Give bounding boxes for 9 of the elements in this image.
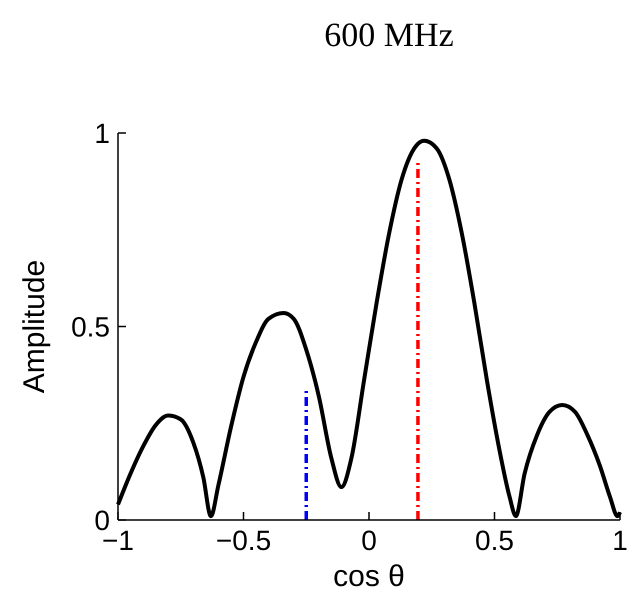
x-tick-label: 0 xyxy=(361,525,377,556)
y-tick-label: 1 xyxy=(94,118,110,149)
x-axis-title: cos θ xyxy=(333,560,405,593)
x-tick-label: 1 xyxy=(612,525,628,556)
y-axis-title: Amplitude xyxy=(18,260,51,394)
y-tick-label: 0.5 xyxy=(71,312,110,342)
x-tick-label: −0.5 xyxy=(216,525,272,556)
chart-title: 600 MHz xyxy=(324,17,454,54)
x-tick-label: 0.5 xyxy=(475,525,514,556)
